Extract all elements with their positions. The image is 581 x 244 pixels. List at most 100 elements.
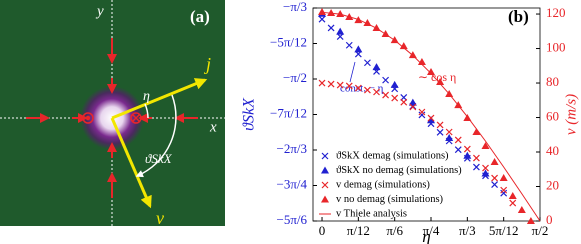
y-tick-label: −π/3	[283, 0, 307, 14]
legend-label: ϑSkX no demag (simulations)	[336, 165, 462, 176]
legend-marker	[321, 195, 329, 203]
v-arrow	[110, 117, 152, 209]
triangle-marker	[481, 141, 490, 149]
triangle-marker	[399, 42, 408, 50]
triangle-marker	[336, 27, 345, 35]
theta-label: ϑSkX	[145, 151, 173, 166]
x-marker	[482, 164, 489, 172]
triangle-marker	[427, 116, 436, 124]
y2-tick-label: 60	[546, 109, 559, 124]
legend-marker	[321, 166, 329, 174]
triangle-marker	[417, 57, 426, 65]
triangle-marker	[481, 169, 490, 177]
x-tick-label: π/6	[386, 223, 403, 238]
x-marker	[454, 136, 462, 144]
triangle-marker	[336, 10, 345, 18]
y-label: y	[95, 3, 104, 19]
x-label: x	[209, 119, 217, 135]
triangle-marker	[354, 45, 363, 53]
y-tick-label: −3π/4	[276, 176, 307, 191]
y-tick-label: −7π/12	[270, 105, 307, 120]
x-tick-label: 5π/12	[489, 223, 519, 238]
x-marker	[391, 94, 399, 102]
out-of-plane-symbols	[82, 112, 142, 124]
x-marker	[354, 84, 362, 92]
triangle-marker	[436, 77, 445, 85]
x-marker	[445, 128, 453, 136]
y2-tick-label: 20	[546, 177, 559, 192]
y-tick-label: −5π/6	[276, 212, 307, 227]
x-marker	[336, 33, 344, 41]
x-marker	[463, 145, 471, 153]
x-marker	[454, 146, 462, 154]
x-marker	[509, 199, 517, 207]
legend-label: ϑSkX demag (simulations)	[336, 150, 449, 161]
triangle-marker	[408, 98, 417, 106]
triangle-marker	[318, 7, 327, 15]
triangle-marker	[445, 134, 454, 142]
y2-tick-label: 40	[546, 143, 559, 158]
x-marker	[345, 82, 353, 90]
triangle-marker	[508, 191, 517, 199]
dot	[85, 115, 91, 121]
triangle-marker	[408, 51, 417, 59]
x-marker	[373, 88, 380, 96]
x-tick-label: π/2	[532, 223, 549, 238]
x-marker	[318, 15, 326, 23]
cross	[131, 113, 141, 123]
panel-b: 0 π/12 π/6 π/4 π/3 5π/12 π/2 −π/3 −5π/12 −π/2 −7π/…	[241, 0, 580, 244]
eta-arc	[144, 103, 149, 119]
x-tick-label: 0	[319, 223, 326, 238]
y2-axis-label: v (m/s)	[563, 94, 579, 135]
y2-tick-label: 0	[546, 212, 553, 227]
thiele-line	[321, 11, 541, 222]
y2-tick-label: 100	[546, 40, 566, 55]
panel-tag: (b)	[508, 7, 529, 26]
dot-circle	[82, 112, 94, 124]
triangle-marker	[427, 67, 436, 75]
y-tick-label: −5π/12	[270, 34, 307, 49]
legend-marker	[321, 181, 329, 189]
x-marker	[327, 80, 335, 88]
triangle-marker	[472, 128, 481, 136]
x-marker	[472, 154, 480, 162]
x-marker	[409, 103, 417, 111]
j-arrow	[111, 78, 208, 120]
x-marker	[500, 189, 508, 197]
panel-tag: (a)	[190, 7, 210, 26]
cross-circle	[130, 112, 142, 124]
x-marker	[400, 98, 408, 106]
x-marker	[364, 86, 371, 94]
x-marker	[418, 111, 426, 119]
triangle-marker	[372, 63, 381, 71]
x-marker	[318, 79, 326, 87]
triangle-marker	[517, 205, 526, 213]
y-tick-label: −π/2	[283, 70, 307, 85]
x-marker	[364, 59, 371, 67]
x-marker	[491, 181, 499, 188]
annotation: ∼ cos η	[418, 70, 456, 84]
x-marker	[382, 76, 390, 84]
x-marker	[327, 24, 335, 32]
triangle-marker	[463, 151, 472, 159]
j-label: j	[204, 54, 211, 74]
y-axis-label: ϑSkX	[241, 97, 258, 131]
annotation: const. − η	[340, 83, 384, 95]
legend-marker	[321, 152, 329, 160]
x-marker	[427, 114, 435, 122]
triangle-marker	[499, 174, 508, 182]
triangle-marker	[490, 158, 499, 166]
x-marker	[436, 121, 444, 129]
eta-label: η	[143, 89, 150, 104]
x-marker	[500, 186, 508, 194]
x-marker	[336, 81, 344, 89]
panel-a: (a) x y j v η ϑSkX	[0, 0, 225, 228]
triangle-marker	[526, 217, 535, 224]
x-marker	[418, 108, 426, 116]
x-marker	[491, 174, 499, 182]
annotation-arrow	[349, 61, 356, 83]
x-tick-label: π/3	[459, 223, 476, 238]
x-tick-label: π/12	[347, 223, 370, 238]
v-label: v	[156, 208, 164, 228]
